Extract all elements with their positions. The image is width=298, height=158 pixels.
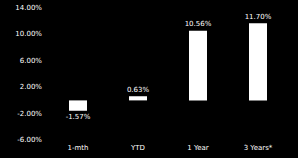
svg-text:10.56%: 10.56% — [185, 20, 212, 28]
svg-text:14.00%: 14.00% — [15, 4, 42, 12]
svg-text:10.00%: 10.00% — [15, 30, 42, 38]
svg-text:1-mth: 1-mth — [68, 144, 89, 152]
svg-text:3 Years*: 3 Years* — [244, 144, 273, 152]
svg-text:-2.00%: -2.00% — [17, 110, 42, 118]
svg-text:6.00%: 6.00% — [20, 57, 43, 65]
svg-text:0.63%: 0.63% — [127, 86, 150, 94]
svg-text:YTD: YTD — [130, 144, 145, 152]
svg-text:2.00%: 2.00% — [20, 83, 43, 91]
svg-text:11.70%: 11.70% — [245, 13, 272, 21]
svg-text:-1.57%: -1.57% — [66, 113, 91, 121]
svg-text:-6.00%: -6.00% — [17, 136, 42, 144]
svg-text:1 Year: 1 Year — [187, 144, 209, 152]
